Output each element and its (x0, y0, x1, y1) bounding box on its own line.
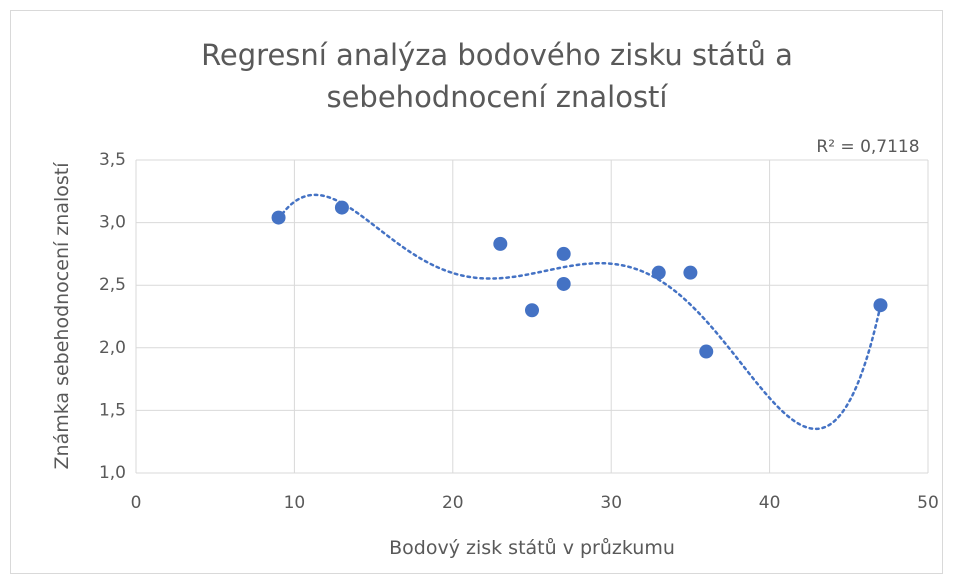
point (683, 265, 698, 280)
x-axis-title: Bodový zisk států v průzkumu (389, 537, 675, 559)
y-tick-label: 3,5 (99, 150, 126, 170)
x-tick-label: 20 (442, 493, 464, 513)
x-tick-label: 10 (284, 493, 306, 513)
x-tick-label: 40 (759, 493, 781, 513)
point (699, 344, 714, 359)
x-tick-label: 0 (131, 493, 142, 513)
chart-border (10, 10, 943, 574)
point (525, 303, 539, 318)
point (556, 276, 571, 291)
y-tick-label: 1,0 (99, 463, 126, 483)
y-tick-label: 2,0 (99, 338, 126, 358)
y-axis-title: Známka sebehodnocení znalostí (51, 162, 73, 470)
x-tick-label: 30 (600, 493, 622, 513)
trendline (277, 193, 882, 431)
point (271, 210, 286, 225)
point (873, 298, 888, 313)
r-squared-label: R² = 0,7118 (816, 137, 919, 157)
point (651, 265, 666, 280)
point (556, 246, 571, 261)
y-tick-label: 1,5 (99, 400, 126, 420)
y-tick-label: 3,0 (99, 213, 126, 233)
y-tick-label: 2,5 (99, 275, 126, 295)
chart-title: Regresní analýza bodového zisku států a (201, 38, 793, 72)
x-tick-label: 50 (917, 493, 939, 513)
chart-title: sebehodnocení znalostí (326, 80, 668, 114)
point (493, 236, 508, 251)
point (334, 200, 349, 215)
